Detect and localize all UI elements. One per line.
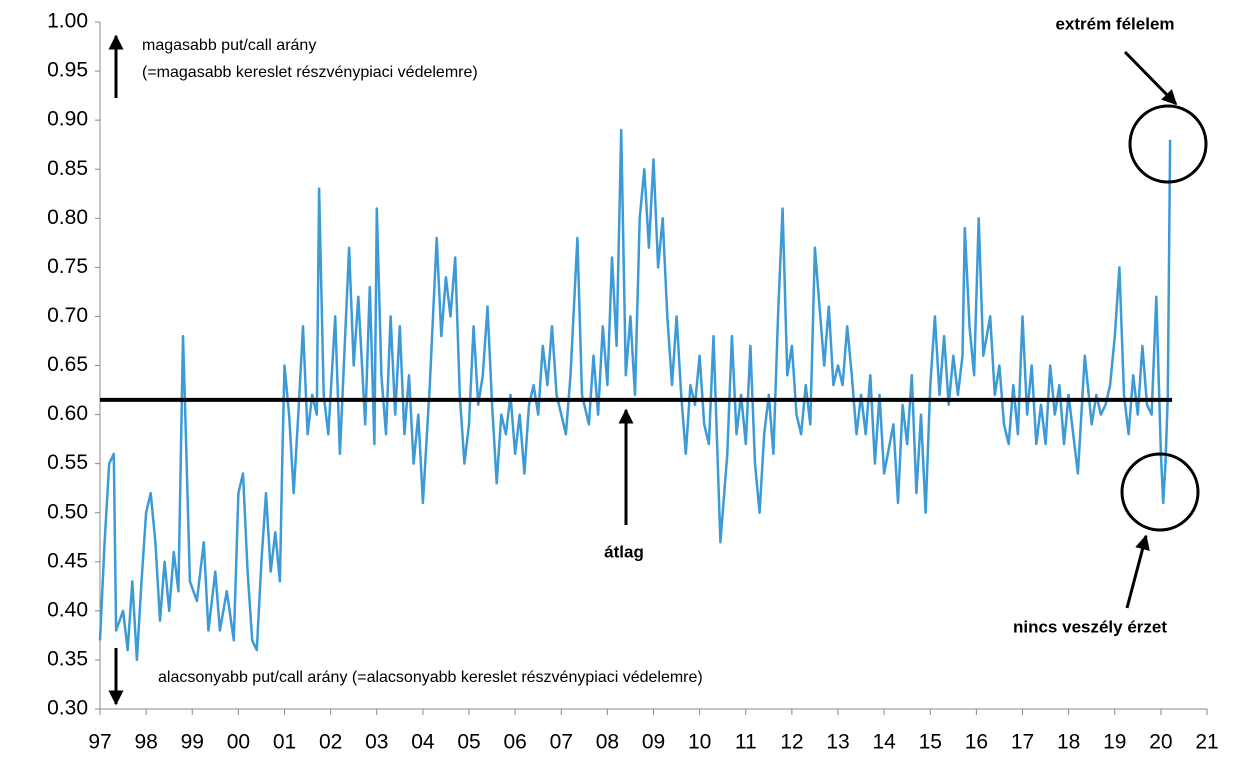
x-tick-label: 11 (735, 731, 757, 754)
arrow (1125, 534, 1150, 609)
x-tick-label: 98 (134, 731, 157, 754)
y-tick-label: 0.65 (47, 353, 88, 376)
y-tick-label: 0.40 (47, 598, 88, 621)
highlight-circle (1120, 452, 1200, 532)
y-tick-label: 0.60 (47, 402, 88, 425)
x-tick-label: 00 (227, 731, 250, 754)
x-tick-label: 99 (181, 731, 204, 754)
x-tick-label: 17 (1011, 731, 1034, 754)
annotation: átlag (604, 542, 644, 561)
y-tick-label: 1.00 (47, 10, 88, 33)
annotation: nincs veszély érzet (1013, 617, 1167, 636)
annotation: alacsonyabb put/call arány (=alacsonyabb… (158, 669, 703, 686)
x-tick-label: 97 (88, 731, 111, 754)
y-tick-label: 0.45 (47, 549, 88, 572)
y-tick-label: 0.30 (47, 697, 88, 720)
x-tick-label: 15 (919, 731, 942, 754)
y-tick-label: 0.35 (47, 647, 88, 670)
x-tick-label: 04 (411, 731, 435, 754)
x-tick-label: 02 (319, 731, 342, 754)
x-tick-label: 14 (872, 731, 896, 754)
x-tick-label: 13 (826, 731, 849, 754)
x-tick-label: 18 (1057, 731, 1080, 754)
x-tick-label: 07 (550, 731, 573, 754)
y-tick-label: 0.80 (47, 206, 88, 229)
x-tick-label: 12 (780, 731, 803, 754)
x-tick-label: 20 (1149, 731, 1172, 754)
series-line (98, 128, 1172, 662)
y-tick-label: 0.95 (47, 59, 88, 82)
annotation: (=magasabb kereslet részvénypiaci védele… (142, 64, 478, 81)
arrows (108, 34, 1178, 706)
y-tick-label: 0.75 (47, 255, 88, 278)
x-tick-label: 10 (688, 731, 711, 754)
y-tick-label: 0.50 (47, 500, 88, 523)
x-tick-label: 16 (965, 731, 988, 754)
x-tick-label: 09 (642, 731, 665, 754)
highlight-circle (1128, 104, 1208, 184)
x-tick-label: 21 (1195, 731, 1218, 754)
annotation: magasabb put/call arány (142, 37, 316, 54)
y-tick-label: 0.90 (47, 108, 88, 131)
y-tick-label: 0.70 (47, 304, 88, 327)
x-tick-label: 06 (503, 731, 526, 754)
x-tick-label: 08 (596, 731, 619, 754)
annotation: extrém félelem (1055, 14, 1174, 33)
x-tick-label: 19 (1103, 731, 1126, 754)
y-tick-label: 0.55 (47, 451, 88, 474)
x-tick-label: 05 (457, 731, 480, 754)
x-tick-label: 03 (365, 731, 388, 754)
arrow (1123, 50, 1178, 106)
x-tick-label: 01 (273, 731, 296, 754)
y-tick-label: 0.85 (47, 157, 88, 180)
